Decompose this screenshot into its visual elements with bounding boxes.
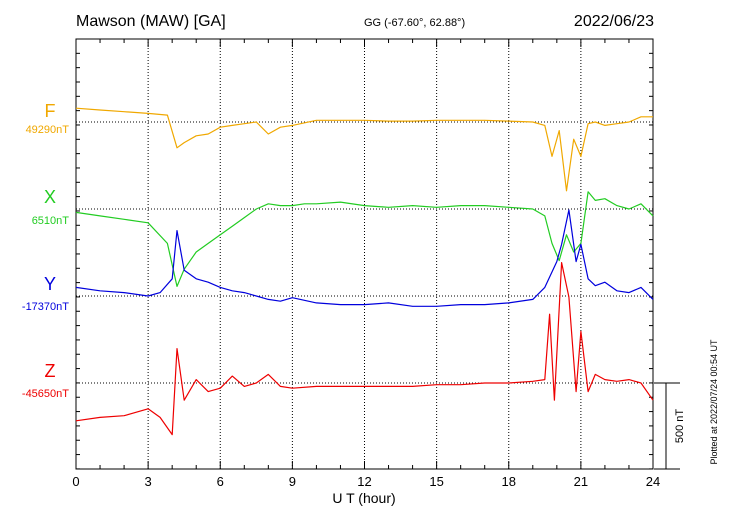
- series-lines: [75, 107, 654, 436]
- series-name-f: F: [45, 101, 56, 121]
- x-tick-label: 9: [289, 474, 296, 489]
- x-tick-label: 24: [646, 474, 660, 489]
- x-tick-label: 0: [72, 474, 79, 489]
- series-baseline-label-y: -17370nT: [22, 301, 69, 313]
- series-baseline-label-z: -45650nT: [22, 388, 69, 400]
- x-tick-labels: 0 3 6 9 12 15 18 21 24: [72, 474, 660, 489]
- plot-frame: [75, 38, 654, 470]
- series-baseline-label-x: 6510nT: [32, 215, 70, 227]
- station-coords: GG (-67.60°, 62.88°): [364, 17, 465, 29]
- scale-bar: 500 nT: [654, 382, 686, 470]
- x-tick-label: 3: [145, 474, 152, 489]
- x-axis-label: U T (hour): [332, 490, 395, 506]
- series-line-x: [75, 191, 654, 287]
- series-line-y: [75, 209, 654, 307]
- plotted-note: Plotted at 2022/07/24 00:54 UT: [709, 339, 719, 465]
- x-tick-label: 15: [429, 474, 443, 489]
- series-name-x: X: [44, 187, 56, 207]
- series-baseline-label-f: 49290nT: [26, 124, 70, 136]
- vertical-gridlines: [147, 39, 582, 469]
- x-tick-label: 18: [502, 474, 516, 489]
- series-labels: F 49290nT X 6510nT Y -17370nT Z -45650nT: [22, 101, 69, 400]
- x-tick-label: 12: [357, 474, 371, 489]
- scale-bar-label: 500 nT: [674, 409, 686, 444]
- series-line-f: [75, 107, 653, 192]
- plot-date: 2022/06/23: [574, 13, 654, 30]
- series-name-y: Y: [44, 274, 56, 294]
- minor-ticks: [75, 38, 654, 470]
- x-tick-label: 6: [217, 474, 224, 489]
- x-tick-label: 21: [574, 474, 588, 489]
- station-title: Mawson (MAW) [GA]: [76, 13, 226, 30]
- baselines: [76, 121, 653, 384]
- series-line-z: [75, 262, 654, 436]
- series-name-z: Z: [45, 361, 56, 381]
